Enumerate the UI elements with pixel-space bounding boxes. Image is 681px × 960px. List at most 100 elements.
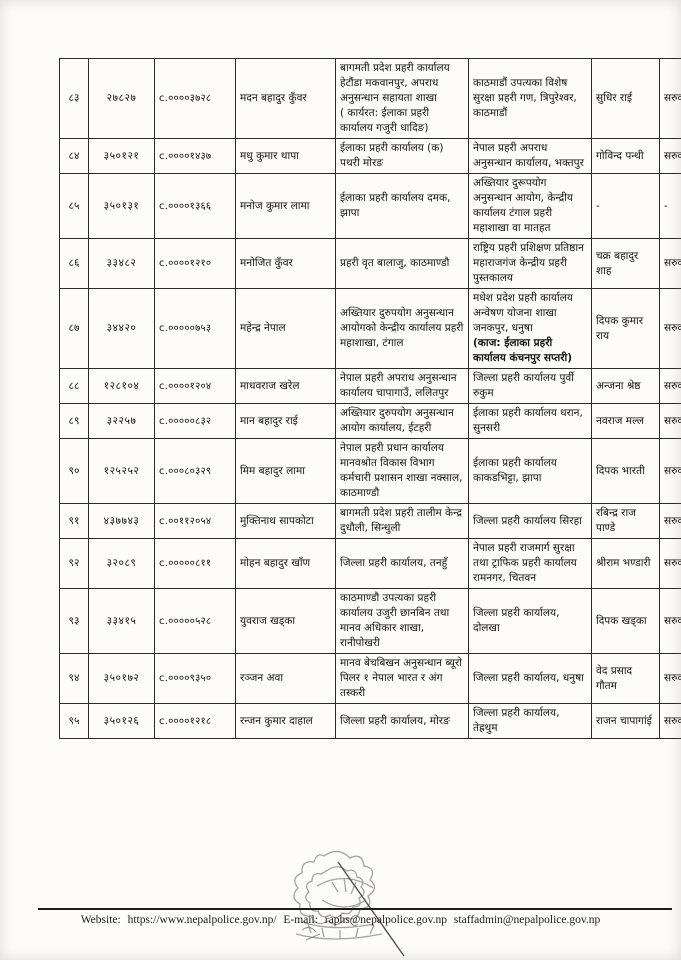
cell-staff-number: १२८१०४ (88, 368, 155, 404)
cell-transfer-office: मधेश प्रदेश प्रहरी कार्यालय अन्वेषण योजन… (468, 288, 592, 369)
cell-transfer-status: सरुवा (659, 368, 681, 404)
footer: Website: https://www.nepalpolice.gov.np/… (0, 914, 681, 926)
cell-serial-number: ८७ (59, 288, 89, 369)
cell-current-office: नेपाल प्रहरी प्रधान कार्यालय मानवश्रोत व… (335, 438, 469, 504)
current-office-text: बागमती प्रदेश प्रहरी कार्यालय हेटौंडा मक… (340, 62, 450, 104)
cell-officer-name: मान बहादुर राई (235, 403, 336, 439)
cell-current-office: जिल्ला प्रहरी कार्यालय, मोरङ (335, 703, 469, 739)
cell-replacement-name: श्रीराम भण्डारी (591, 538, 660, 589)
cell-transfer-status: सरुवा (659, 238, 681, 289)
cell-replacement-name: सुधिर राई (591, 58, 660, 139)
transfer-office-text: जिल्ला प्रहरी कार्यालय, दोलखा (473, 607, 560, 634)
cell-current-office: काठमाण्डौ उपत्यका प्रहरी कार्यालय उजुरी … (335, 588, 469, 654)
email-address-1[interactable]: raphs@nepalpolice.gov.np (324, 914, 448, 926)
cell-staff-number: ३५०१२१ (88, 138, 155, 174)
cell-replacement-name: चक्र बहादुर शाह (591, 238, 660, 289)
cell-employee-code: c.००००१२१० (154, 238, 236, 289)
website-label: Website: (80, 914, 121, 926)
transfer-office-text: जिल्ला प्रहरी कार्यालय पुर्वी रुकुम (473, 372, 574, 399)
cell-transfer-status: सरुवा (659, 288, 681, 369)
cell-employee-code: c.०००००७५३ (154, 288, 236, 369)
cell-employee-code: c.०००००८११ (154, 538, 236, 589)
cell-employee-code: c.००००१४३७ (154, 138, 236, 174)
current-office-text: ईलाका प्रहरी कार्यालय (क) पथरी मोरङ (340, 142, 444, 169)
cell-transfer-status: सरुवा (659, 438, 681, 504)
transfer-office-text: नेपाल प्रहरी अपराध अनुसन्धान कार्यालय, भ… (473, 142, 584, 169)
current-office-text: जिल्ला प्रहरी कार्यालय, मोरङ (340, 714, 450, 727)
cell-officer-name: मुक्तिनाथ सापकोटा (235, 503, 336, 539)
table-row: ९३ ३३४१५ c.०००००५२८ युवराज खड्का काठमाण्… (59, 588, 681, 654)
cell-replacement-name: दिपक कुमार राय (591, 288, 660, 369)
cell-serial-number: ९५ (59, 703, 89, 739)
cell-staff-number: ३४४२० (88, 288, 155, 369)
cell-serial-number: ८८ (59, 368, 89, 404)
cell-serial-number: ८४ (59, 138, 89, 174)
table-row: ८६ ३३४८२ c.००००१२१० मनोजित कुँवर प्रहरी … (59, 238, 681, 289)
cell-replacement-name: दिपक खड्का (591, 588, 660, 654)
cell-current-office: अख्तियार दुरुपयोग अनुसन्धान आयोगको केन्द… (335, 288, 469, 369)
cell-serial-number: ९३ (59, 588, 89, 654)
website-url[interactable]: https://www.nepalpolice.gov.np/ (127, 914, 277, 926)
cell-serial-number: ९१ (59, 503, 89, 539)
cell-officer-name: मोहन बहादुर खाँण (235, 538, 336, 589)
cell-replacement-name: नवराज मल्ल (591, 403, 660, 439)
table-row: ९२ ३२०८९ c.०००००८११ मोहन बहादुर खाँण जिल… (59, 538, 681, 589)
table-row: ९४ ३५०१७२ c.००००९३५० रञ्जन अवा मानव बेचब… (59, 653, 681, 704)
table-row: ९० १२५२५२ c.०००८०३२९ मिम बहादुर लामा नेप… (59, 438, 681, 504)
cell-serial-number: ८६ (59, 238, 89, 289)
cell-replacement-name: राजन चापागांई (591, 703, 660, 739)
cell-employee-code: c.००००१२१८ (154, 703, 236, 739)
cell-serial-number: ९२ (59, 538, 89, 589)
cell-transfer-status: सरुवा (659, 503, 681, 539)
cell-transfer-office: जिल्ला प्रहरी कार्यालय, धनुषा (468, 653, 592, 704)
cell-current-office: बागमती प्रदेश प्रहरी तालीम केन्द्र दुधौल… (335, 503, 469, 539)
cell-transfer-office: ईलाका प्रहरी कार्यालय धरान, सुनसरी (468, 403, 592, 439)
cell-transfer-status: सरुवा (659, 653, 681, 704)
cell-serial-number: ८३ (59, 58, 89, 139)
transfer-office-text: जिल्ला प्रहरी कार्यालय सिरहा (473, 514, 582, 527)
current-office-text: काठमाण्डौ उपत्यका प्रहरी कार्यालय उजुरी … (340, 592, 450, 649)
table-row: ९५ ३५०१२६ c.००००१२१८ रन्जन कुमार दाहाल ज… (59, 703, 681, 739)
current-office-text: ईलाका प्रहरी कार्यालय दमक, झापा (340, 192, 451, 219)
cell-serial-number: ८५ (59, 173, 89, 239)
table-row: ८३ २७८२७ c.००००३७२८ मदन बहादुर कुँवर बाग… (59, 58, 681, 139)
cell-transfer-office: जिल्ला प्रहरी कार्यालय, दोलखा (468, 588, 592, 654)
cell-replacement-name: - (591, 173, 660, 239)
cell-staff-number: ३३४१५ (88, 588, 155, 654)
cell-transfer-status: सरुवा (659, 538, 681, 589)
cell-staff-number: २७८२७ (88, 58, 155, 139)
cell-transfer-office: जिल्ला प्रहरी कार्यालय, तेह्रथुम (468, 703, 592, 739)
cell-transfer-status: सरुवा (659, 588, 681, 654)
cell-serial-number: ९४ (59, 653, 89, 704)
cell-current-office: अख्तियार दुरुपयोग अनुसन्धान आयोग कार्याल… (335, 403, 469, 439)
cell-transfer-office: अख्तियार दुरूपयोग अनुसन्धान आयोग, केन्द्… (468, 173, 592, 239)
transfer-office-text: काठमाडौं उपत्यका विशेष सुरक्षा प्रहरी गण… (473, 77, 577, 119)
current-office-text: अख्तियार दुरुपयोग अनुसन्धान आयोगको केन्द… (340, 307, 464, 349)
table-row: ९१ ४३७७४३ c.००११२०५४ मुक्तिनाथ सापकोटा ब… (59, 503, 681, 539)
cell-officer-name: युवराज खड्का (235, 588, 336, 654)
cell-staff-number: ३५०१२६ (88, 703, 155, 739)
cell-transfer-office: जिल्ला प्रहरी कार्यालय सिरहा (468, 503, 592, 539)
cell-transfer-office: काठमाडौं उपत्यका विशेष सुरक्षा प्रहरी गण… (468, 58, 592, 139)
cell-officer-name: माधवराज खरेल (235, 368, 336, 404)
cell-current-office: प्रहरी वृत बालाजु, काठमाण्डौ (335, 238, 469, 289)
cell-officer-name: मनोज कुमार लामा (235, 173, 336, 239)
current-office-text: बागमती प्रदेश प्रहरी तालीम केन्द्र दुधौल… (340, 507, 462, 534)
cell-employee-code: c.००००१२०४ (154, 368, 236, 404)
cell-serial-number: ८९ (59, 403, 89, 439)
transfer-office-text: ईलाका प्रहरी कार्यालय काकडभिट्टा, झापा (473, 457, 557, 484)
table-row: ८८ १२८१०४ c.००००१२०४ माधवराज खरेल नेपाल … (59, 368, 681, 404)
cell-transfer-status: सरुवा (659, 703, 681, 739)
table-row: ८५ ३५०१३१ c.००००१३६६ मनोज कुमार लामा ईला… (59, 173, 681, 239)
cell-serial-number: ९० (59, 438, 89, 504)
table-row: ८९ ३२२५७ c.०००००८३२ मान बहादुर राई अख्ति… (59, 403, 681, 439)
cell-officer-name: महेन्द्र नेपाल (235, 288, 336, 369)
signature-stroke-icon (301, 861, 405, 957)
cell-transfer-status: सरुवा (659, 403, 681, 439)
email-address-2[interactable]: staffadmin@nepalpolice.gov.np (453, 914, 601, 926)
transfer-office-text: राष्ट्रिय प्रहरी प्रशिक्षण प्रतिष्ठान मह… (473, 242, 584, 284)
cell-current-office: नेपाल प्रहरी अपराध अनुसन्धान कार्यालय चा… (335, 368, 469, 404)
cell-current-office: जिल्ला प्रहरी कार्यालय, तनहुँ (335, 538, 469, 589)
cell-staff-number: ३३४८२ (88, 238, 155, 289)
